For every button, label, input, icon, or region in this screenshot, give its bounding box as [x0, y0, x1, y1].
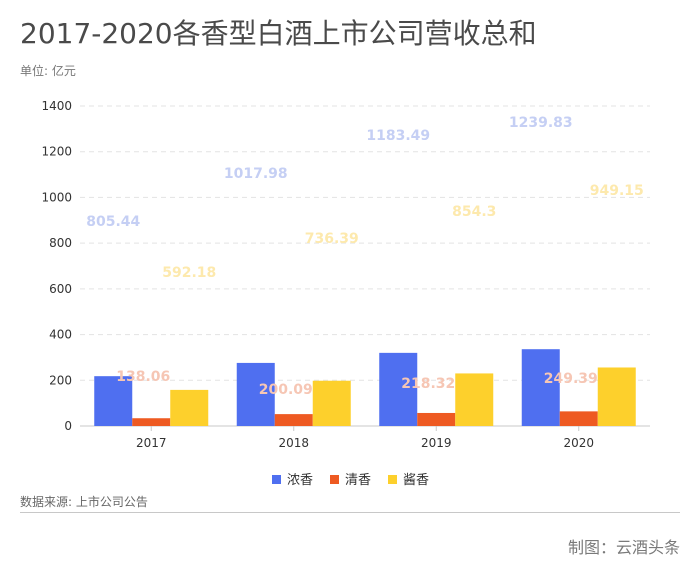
bar-清香-2018	[274, 414, 313, 426]
y-tick-label: 600	[49, 282, 72, 296]
y-tick-label: 800	[49, 236, 72, 250]
unit-label: 单位: 亿元	[20, 64, 76, 78]
data-label-酱香-2019: 854.3	[452, 204, 496, 220]
bar-浓香-2018	[236, 362, 275, 426]
x-tick-label: 2020	[563, 436, 594, 450]
x-tick-label: 2018	[278, 436, 309, 450]
credit-label: 制图：云酒头条	[567, 538, 680, 557]
y-tick-label: 1200	[41, 145, 72, 159]
data-label-清香-2018: 200.09	[259, 382, 313, 398]
bar-酱香-2019	[455, 373, 494, 426]
chart-title: 2017-2020各香型白酒上市公司营收总和	[20, 17, 537, 50]
bar-清香-2020	[559, 411, 598, 426]
legend-swatch-清香	[330, 475, 339, 484]
bar-浓香-2017	[94, 376, 133, 426]
data-label-浓香-2017: 805.44	[86, 214, 140, 230]
legend-label-浓香: 浓香	[287, 473, 313, 488]
data-label-浓香-2020: 1239.83	[509, 115, 573, 131]
bar-酱香-2020	[597, 367, 636, 426]
y-tick-label: 1400	[41, 99, 72, 113]
data-label-酱香-2017: 592.18	[162, 265, 216, 281]
legend-swatch-酱香	[388, 475, 397, 484]
data-label-酱香-2018: 736.39	[305, 231, 359, 247]
source-label: 数据来源: 上市公司公告	[20, 495, 148, 509]
legend-swatch-浓香	[272, 475, 281, 484]
data-label-清香-2017: 138.06	[116, 369, 170, 385]
x-tick-label: 2017	[136, 436, 167, 450]
y-tick-label: 400	[49, 328, 72, 342]
y-tick-label: 1000	[41, 190, 72, 204]
legend-label-清香: 清香	[345, 473, 371, 488]
bar-chart: 0 200 400 600 800 1000 1200 1400 2017 2018 2019 202…	[41, 99, 650, 488]
bar-清香-2017	[132, 418, 171, 426]
data-label-清香-2020: 249.39	[544, 371, 598, 387]
divider	[20, 512, 680, 513]
y-tick-label: 0	[64, 419, 72, 433]
bar-酱香-2017	[170, 389, 209, 426]
legend-label-酱香: 酱香	[403, 473, 429, 488]
bar-浓香-2019	[379, 352, 418, 426]
data-label-浓香-2018: 1017.98	[224, 166, 288, 182]
data-label-清香-2019: 218.32	[401, 376, 455, 392]
bar-清香-2019	[417, 412, 456, 426]
data-label-酱香-2020: 949.15	[590, 183, 644, 199]
bar-酱香-2018	[312, 380, 351, 426]
data-label-浓香-2019: 1183.49	[366, 128, 430, 144]
bar-浓香-2020	[521, 349, 560, 426]
y-tick-label: 200	[49, 373, 72, 387]
x-tick-label: 2019	[421, 436, 452, 450]
